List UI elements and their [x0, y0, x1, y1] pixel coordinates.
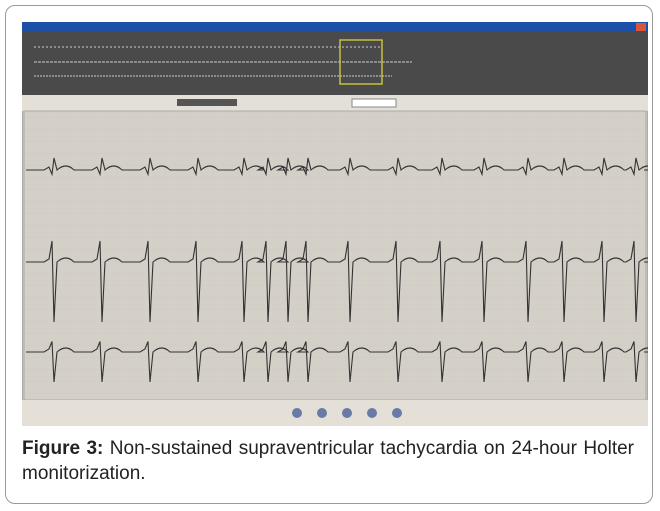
- title-bar: [22, 22, 648, 32]
- caption-text: Non-sustained supraventricular tachycard…: [22, 438, 634, 484]
- figure-caption: Figure 3: Non-sustained supraventricular…: [22, 436, 634, 486]
- ecg-strip: [24, 111, 646, 400]
- bottom-toolbar: [22, 400, 648, 426]
- close-button[interactable]: [636, 23, 646, 31]
- toolbar: [22, 95, 648, 111]
- figure-label: Figure 3:: [22, 438, 103, 459]
- holter-screenshot: [22, 22, 648, 426]
- overview-panel: [22, 32, 648, 95]
